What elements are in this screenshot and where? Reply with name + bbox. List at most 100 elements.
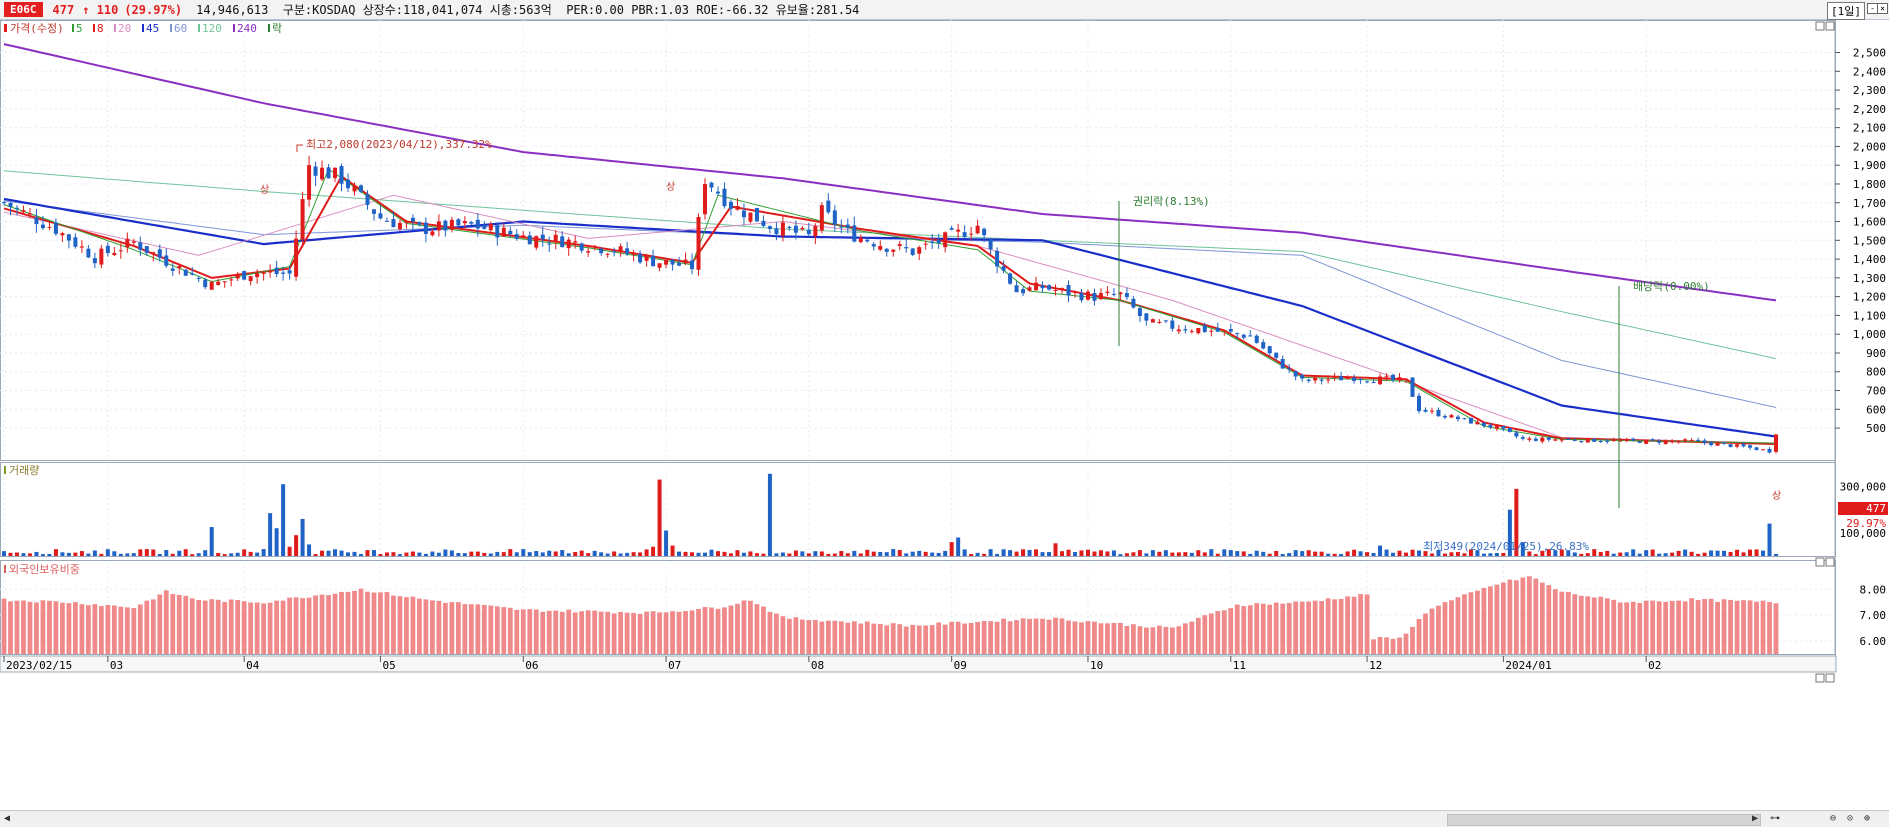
- candle-body: [1008, 273, 1013, 284]
- candle-body: [1378, 376, 1383, 385]
- zoom-out-icon[interactable]: ⊖: [1830, 813, 1837, 824]
- candle-body: [878, 245, 883, 250]
- foreign-bar: [851, 621, 857, 654]
- foreign-bar: [1332, 599, 1338, 654]
- stock-code[interactable]: E06C: [4, 2, 43, 17]
- x-tick-label: 10: [1090, 659, 1103, 672]
- volume-bar: [384, 552, 389, 556]
- scroll-thumb[interactable]: [1447, 814, 1761, 826]
- panel-close-icon: [1825, 21, 1835, 31]
- volume-bar: [579, 550, 584, 556]
- x-tick-label: 06: [525, 659, 538, 672]
- volume-bar: [443, 549, 448, 556]
- candle-body: [1754, 447, 1759, 451]
- volume-bar: [586, 553, 591, 556]
- volume-bar: [787, 553, 792, 556]
- candle-body: [365, 194, 370, 205]
- foreign-bar: [767, 611, 773, 654]
- foreign-bar: [1423, 613, 1428, 654]
- foreign-bar: [1040, 618, 1045, 654]
- zoom-slider-icon[interactable]: ⊶: [1770, 813, 1780, 824]
- foreign-bar: [1403, 633, 1409, 654]
- foreign-bar: [1254, 603, 1260, 654]
- foreign-bar: [196, 600, 202, 654]
- foreign-bar: [339, 591, 344, 654]
- candle-body: [313, 166, 318, 176]
- period-selector[interactable]: [1일]: [1827, 2, 1865, 20]
- legend-ma-120: 120: [202, 22, 222, 35]
- volume-bar: [592, 550, 597, 556]
- foreign-bar: [1436, 605, 1441, 654]
- foreign-bar: [1650, 600, 1656, 654]
- foreign-bar: [1033, 618, 1039, 654]
- foreign-bar: [793, 617, 799, 654]
- candle-body: [826, 200, 831, 213]
- volume-bar: [475, 551, 480, 556]
- candle-body: [1637, 441, 1642, 443]
- candle-body: [560, 236, 565, 248]
- volume-bar: [92, 550, 97, 556]
- foreign-bar: [455, 602, 461, 654]
- foreign-bar: [559, 611, 565, 654]
- volume-bar: [1183, 552, 1188, 556]
- foreign-bar: [806, 620, 812, 654]
- volume-bar: [1034, 549, 1039, 556]
- zoom-reset-icon[interactable]: ⊙: [1847, 813, 1854, 824]
- candle-body: [1306, 379, 1311, 381]
- volume-bar: [1559, 549, 1564, 556]
- foreign-bar: [326, 595, 331, 654]
- foreign-bar: [1182, 623, 1188, 654]
- candle-body: [579, 243, 584, 251]
- foreign-bar: [1143, 627, 1149, 654]
- panel-close-icon[interactable]: ×: [1877, 3, 1888, 14]
- candle-body: [891, 249, 896, 252]
- zoom-in-icon[interactable]: ⊕: [1864, 813, 1871, 824]
- candle-body: [1566, 438, 1571, 440]
- foreign-bar: [676, 611, 682, 654]
- legend-price-label: 가격(수정): [10, 22, 64, 35]
- volume-bar: [1507, 509, 1512, 556]
- foreign-bar: [1156, 625, 1162, 654]
- foreign-bar: [1325, 598, 1331, 654]
- foreign-bar: [1604, 598, 1610, 654]
- foreign-bar: [728, 605, 734, 654]
- foreign-bar: [1066, 620, 1071, 654]
- legend-ma-marker: [114, 24, 116, 32]
- volume-bar: [748, 551, 753, 556]
- candle-body: [1663, 440, 1668, 444]
- foreign-bar: [417, 598, 422, 654]
- volume-bar: [1196, 550, 1201, 556]
- candle-body: [1527, 438, 1532, 440]
- candle-body: [1417, 395, 1422, 412]
- foreign-bar: [274, 600, 280, 654]
- candle-body: [378, 213, 383, 219]
- volume-bar: [1027, 549, 1032, 556]
- candle-body: [1118, 292, 1123, 295]
- foreign-bar: [994, 621, 1000, 654]
- volume-bar: [1391, 552, 1396, 556]
- candle-body: [715, 191, 720, 194]
- x-tick-label: 02: [1648, 659, 1661, 672]
- candle-body: [488, 223, 493, 231]
- foreign-bar: [1267, 604, 1273, 654]
- candle-body: [1300, 375, 1305, 379]
- volume-bar: [1222, 549, 1227, 556]
- horizontal-scrollbar[interactable]: ◀ ▶ ⊶ ⊖ ⊙ ⊕: [0, 810, 1889, 827]
- scroll-right-icon[interactable]: ▶: [1752, 813, 1759, 824]
- foreign-bar: [248, 602, 254, 654]
- volume-bar: [1150, 550, 1155, 556]
- candle-body: [462, 220, 467, 224]
- last-pct-label: 29.97%: [1846, 517, 1886, 530]
- candle-body: [1423, 409, 1428, 412]
- volume-bar: [313, 554, 318, 556]
- candle-body: [53, 222, 58, 234]
- volume-bar: [975, 552, 980, 556]
- candle-body: [1514, 432, 1519, 437]
- candle-body: [34, 217, 39, 225]
- scroll-left-icon[interactable]: ◀: [4, 813, 11, 824]
- volume-bar: [358, 553, 363, 556]
- foreign-bar: [1293, 601, 1299, 654]
- foreign-bar: [864, 621, 870, 654]
- volume-bar: [1696, 553, 1701, 556]
